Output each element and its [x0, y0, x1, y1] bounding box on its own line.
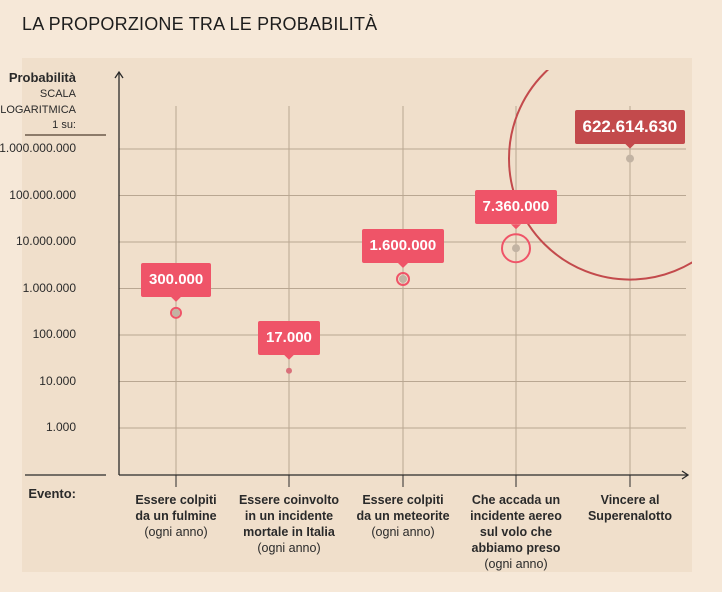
category-note: (ogni anno)	[371, 525, 435, 539]
x-category-label: Essere colpiti da un meteorite (ogni anno)	[343, 492, 463, 540]
category-name-line: sul volo che	[479, 525, 553, 539]
y-axis-sub-3: 1 su:	[52, 119, 76, 131]
value-label-pointer	[171, 296, 181, 302]
y-axis-sub-2: LOGARITMICA	[0, 104, 76, 116]
value-label: 7.360.000	[474, 190, 558, 225]
category-name-line: abbiamo preso	[471, 541, 561, 555]
y-tick-label: 1.000	[45, 420, 76, 434]
category-name-line: mortale in Italia	[243, 525, 335, 539]
chart-title: LA PROPORZIONE TRA LE PROBABILITÀ	[22, 14, 378, 34]
y-tick-label: 100.000.000	[9, 187, 76, 202]
category-name-line: Superenalotto	[587, 509, 673, 523]
x-axis-title: Evento:	[28, 486, 76, 501]
category-name-line: Vincere al	[600, 493, 660, 507]
probability-circle	[170, 306, 182, 319]
y-tick-label: 10.000.000	[15, 234, 76, 248]
value-label-pointer	[398, 263, 408, 269]
x-category-label: Che accada un incidente aereo sul volo che…	[456, 492, 576, 572]
category-name-line: incidente aereo	[470, 509, 562, 523]
category-note: (ogni anno)	[257, 541, 321, 555]
category-name-line: da un fulmine	[135, 509, 217, 523]
category-note: (ogni anno)	[484, 557, 548, 571]
value-label: 1.600.000	[361, 229, 445, 263]
y-tick-label: 10.000	[39, 373, 76, 388]
x-category-label: Vincere al Superenalotto	[570, 492, 690, 524]
category-name-line: in un incidente	[244, 509, 334, 523]
x-axis-arrow	[681, 470, 690, 480]
value-label: 300.000	[141, 262, 212, 297]
y-tick-label: 1.000.000	[22, 280, 76, 295]
category-name-line: Essere colpiti	[135, 493, 217, 507]
category-name-line: Che accada un	[471, 493, 561, 507]
value-label: 622.614.630	[574, 109, 686, 144]
value-label-pointer	[284, 354, 294, 360]
y-axis-sub-1: SCALA	[39, 88, 76, 100]
category-note: (ogni anno)	[144, 525, 208, 539]
data-point	[626, 154, 634, 163]
value-label-pointer	[511, 224, 521, 230]
chart-panel: Probabilità SCALA LOGARITMICA 1 su: 1.00…	[0, 58, 692, 572]
value-label-pointer	[625, 143, 635, 149]
category-name-line: Essere colpiti	[362, 493, 444, 507]
category-name-line: da un meteorite	[356, 509, 450, 523]
y-tick-label: 1.000.000.000	[0, 141, 76, 155]
x-category-label: Essere colpiti da un fulmine (ogni anno)	[116, 492, 236, 540]
data-point	[512, 244, 520, 253]
value-label: 17.000	[258, 320, 320, 355]
probability-circle	[396, 272, 410, 287]
data-point	[399, 275, 407, 284]
data-point	[286, 367, 292, 374]
data-point	[172, 308, 180, 317]
probability-circle	[501, 233, 531, 264]
category-name-line: Essere coinvolto	[238, 493, 340, 507]
y-tick-label: 100.000	[32, 327, 76, 341]
y-axis-arrow	[114, 70, 124, 79]
x-category-label: Essere coinvolto in un incidente mortale i…	[229, 492, 349, 556]
probability-circle	[508, 70, 692, 281]
y-axis-title: Probabilità	[8, 70, 76, 85]
